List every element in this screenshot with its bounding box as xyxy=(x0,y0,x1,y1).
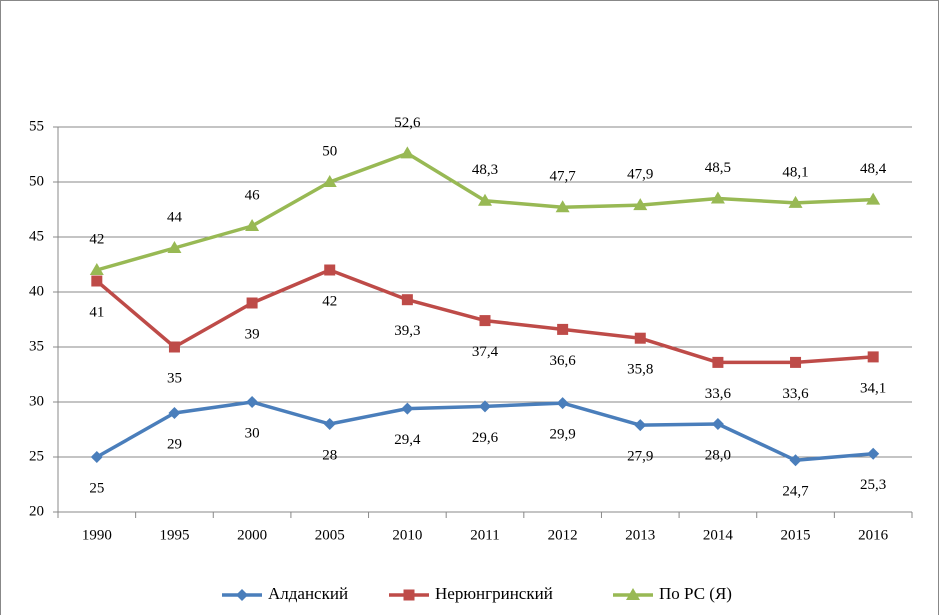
data-label: 30 xyxy=(245,425,260,441)
marker xyxy=(246,297,258,309)
x-tick-label: 2011 xyxy=(470,527,499,543)
marker xyxy=(626,588,640,600)
marker xyxy=(557,323,569,335)
data-label: 35,8 xyxy=(627,362,653,378)
data-label: 33,6 xyxy=(782,386,809,402)
marker xyxy=(712,356,724,368)
data-label: 46 xyxy=(245,187,261,203)
x-tick-label: 2005 xyxy=(315,527,345,543)
marker xyxy=(634,332,646,344)
data-label: 29,9 xyxy=(550,427,576,443)
data-label: 36,6 xyxy=(550,353,577,369)
x-tick-label: 2012 xyxy=(548,527,578,543)
x-tick-label: 1995 xyxy=(159,527,189,543)
data-label: 41 xyxy=(89,304,104,320)
data-label: 35 xyxy=(167,370,182,386)
marker xyxy=(167,241,182,253)
x-tick-label: 2016 xyxy=(858,527,889,543)
legend-label: Нерюнгринский xyxy=(435,584,553,603)
y-tick-label: 50 xyxy=(29,173,44,189)
y-tick-label: 25 xyxy=(29,448,44,464)
data-label: 44 xyxy=(167,209,183,225)
marker xyxy=(403,589,415,601)
marker xyxy=(401,402,414,415)
marker xyxy=(89,263,104,275)
marker xyxy=(555,200,570,213)
data-label: 37,4 xyxy=(472,344,499,360)
marker xyxy=(245,219,260,231)
data-label: 47,9 xyxy=(627,167,653,183)
marker xyxy=(634,419,647,432)
data-label: 29,4 xyxy=(394,432,421,448)
data-label: 39 xyxy=(245,326,260,342)
marker xyxy=(90,451,103,463)
data-label: 25,3 xyxy=(860,477,886,493)
marker xyxy=(246,396,259,408)
data-label: 52,6 xyxy=(394,115,421,131)
x-tick-label: 2000 xyxy=(237,527,267,543)
y-tick-label: 30 xyxy=(29,393,44,409)
data-label: 27,9 xyxy=(627,449,653,465)
marker xyxy=(711,418,724,430)
data-label: 48,3 xyxy=(472,162,498,178)
marker xyxy=(789,454,802,467)
marker xyxy=(867,447,880,460)
marker xyxy=(400,146,415,159)
marker xyxy=(168,407,181,419)
marker xyxy=(788,195,803,208)
x-tick-label: 2013 xyxy=(625,527,655,543)
data-label: 29 xyxy=(167,436,182,452)
marker xyxy=(236,589,248,601)
data-label: 33,6 xyxy=(705,386,732,402)
y-tick-label: 35 xyxy=(29,338,44,354)
x-tick-label: 2014 xyxy=(703,527,734,543)
data-label: 48,4 xyxy=(860,161,887,177)
marker xyxy=(479,400,491,413)
data-label: 34,1 xyxy=(860,380,886,396)
marker xyxy=(710,191,725,204)
legend-label: По РС (Я) xyxy=(659,584,732,603)
data-label: 28 xyxy=(322,447,337,463)
marker xyxy=(168,341,180,353)
data-label: 39,3 xyxy=(394,323,420,339)
data-label: 25 xyxy=(89,480,104,496)
data-label: 28,0 xyxy=(705,447,731,463)
y-tick-label: 40 xyxy=(29,283,44,299)
x-tick-label: 1990 xyxy=(82,527,112,543)
data-label: 29,6 xyxy=(472,430,499,446)
x-tick-label: 2015 xyxy=(781,527,811,543)
marker xyxy=(790,356,802,368)
marker xyxy=(867,351,879,363)
marker xyxy=(322,175,337,187)
legend-label: Алданский xyxy=(268,584,348,603)
data-label: 48,1 xyxy=(782,164,808,180)
marker xyxy=(478,193,492,206)
data-label: 48,5 xyxy=(705,160,731,176)
marker xyxy=(633,198,648,211)
data-label: 24,7 xyxy=(782,484,809,500)
marker xyxy=(323,418,336,430)
data-label: 47,7 xyxy=(550,169,577,185)
data-label: 42 xyxy=(89,231,104,247)
marker xyxy=(324,264,336,276)
marker xyxy=(479,315,491,327)
marker xyxy=(866,192,881,205)
marker xyxy=(401,294,413,306)
y-tick-label: 55 xyxy=(29,118,44,134)
marker xyxy=(556,397,569,410)
x-tick-label: 2010 xyxy=(392,527,422,543)
y-tick-label: 45 xyxy=(29,228,44,244)
data-label: 42 xyxy=(322,293,337,309)
data-label: 50 xyxy=(322,143,337,159)
marker xyxy=(91,275,103,287)
y-tick-label: 20 xyxy=(29,503,44,519)
